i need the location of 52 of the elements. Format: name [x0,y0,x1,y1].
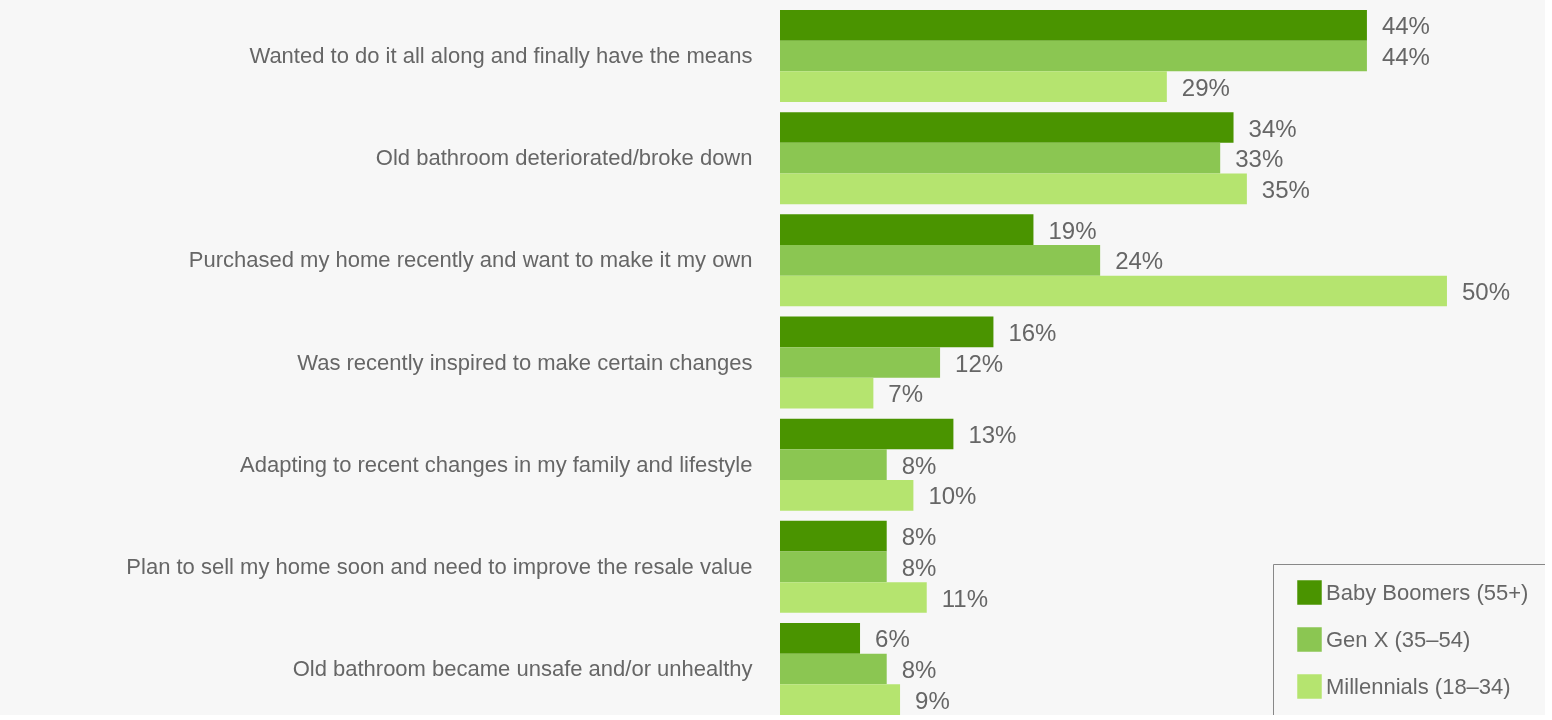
data-label: 6% [875,625,910,653]
bar [780,71,1167,102]
data-label: 8% [901,553,937,581]
data-label: 8% [901,523,937,551]
bar [780,551,887,583]
data-label: 10% [928,482,977,510]
bar [780,112,1234,143]
data-label: 19% [1048,216,1097,244]
bar [780,684,901,715]
bar [780,10,1367,41]
bar [780,40,1367,72]
bar [780,142,1221,174]
data-label: 7% [888,380,924,408]
bar [780,245,1101,276]
data-label: 8% [901,451,937,479]
data-label: 24% [1115,247,1164,275]
bar [780,377,874,409]
bar [780,316,994,348]
bar [780,623,861,654]
data-label: 33% [1235,145,1284,173]
y-tick-label: Purchased my home recently and want to make it my own [188,247,753,273]
data-label: 11% [941,584,988,612]
data-label: 50% [1461,277,1510,305]
bar [780,582,927,613]
y-tick-label: Old bathroom became unsafe and/or unhealthy [292,656,753,682]
y-tick-label: Adapting to recent changes in my family and lifestyle [240,451,753,477]
data-label: 29% [1181,73,1230,101]
legend-label: Gen X (35–54) [1326,626,1471,652]
bar [780,653,887,685]
data-label: 34% [1248,114,1297,142]
y-tick-label: Was recently inspired to make certain changes [297,349,753,375]
bar [780,520,887,552]
data-label: 8% [901,656,937,684]
data-label: 16% [1008,318,1057,346]
bar [780,480,914,511]
legend-label: Baby Boomers (55+) [1326,579,1529,605]
data-label: 13% [968,421,1017,449]
bar [780,275,1447,307]
bar [780,347,941,378]
bar [780,214,1034,245]
data-label: 12% [955,349,1004,377]
data-label: 35% [1261,175,1310,203]
legend-label: Millennials (18–34) [1326,673,1511,699]
data-label: 44% [1381,42,1430,70]
y-tick-label: Plan to sell my home soon and need to improve the resale value [126,553,753,579]
data-label: 44% [1381,12,1430,40]
bar [780,418,954,450]
data-label: 9% [915,686,950,714]
y-tick-label: Old bathroom deteriorated/broke down [375,145,753,171]
y-tick-label: Wanted to do it all along and finally have the means [249,42,753,68]
bar [780,449,887,480]
bar [780,173,1247,205]
